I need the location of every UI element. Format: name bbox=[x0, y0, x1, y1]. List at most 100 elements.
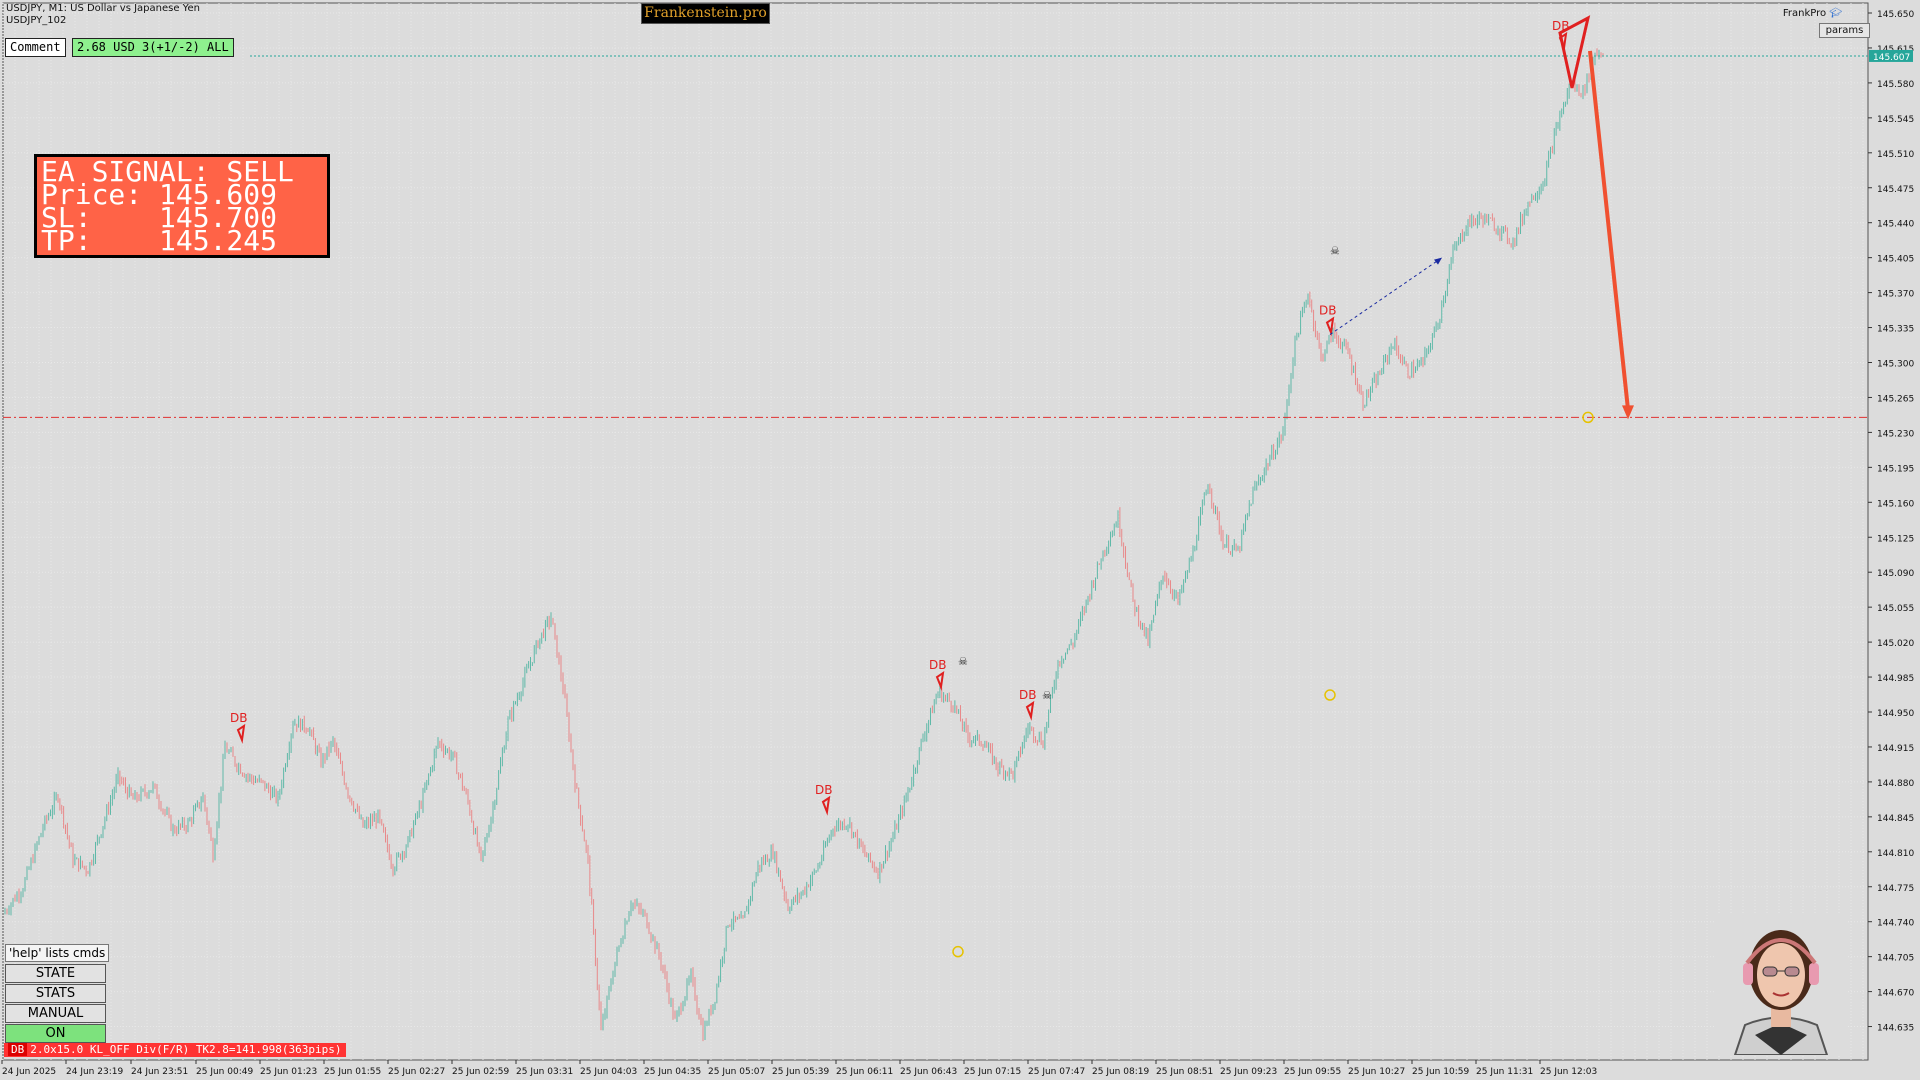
y-tick-label: 145.405 bbox=[1877, 255, 1914, 265]
x-tick-label: 25 Jun 04:03 bbox=[580, 1067, 637, 1077]
x-tick-label: 25 Jun 02:59 bbox=[452, 1067, 509, 1077]
target-circle-marker bbox=[1582, 411, 1594, 424]
graduation-cap-icon[interactable]: 🎓︎ bbox=[1829, 8, 1842, 19]
x-tick-label: 25 Jun 11:31 bbox=[1476, 1067, 1533, 1077]
y-tick-label: 144.775 bbox=[1877, 884, 1914, 894]
state-button[interactable]: STATE bbox=[5, 964, 106, 983]
help-hint: 'help' lists cmds bbox=[5, 944, 110, 962]
x-tick-label: 24 Jun 23:51 bbox=[131, 1067, 188, 1077]
db-pattern-marker bbox=[1325, 316, 1335, 337]
signal-price: Price: 145.609 bbox=[41, 178, 278, 211]
projection-arrowhead bbox=[1434, 257, 1442, 265]
x-tick-label: 25 Jun 01:23 bbox=[260, 1067, 317, 1077]
y-tick-label: 145.265 bbox=[1877, 394, 1914, 404]
y-tick-label: 144.845 bbox=[1877, 814, 1914, 824]
x-tick-label: 25 Jun 05:39 bbox=[772, 1067, 829, 1077]
y-tick-label: 145.335 bbox=[1877, 325, 1914, 335]
y-tick-label: 145.650 bbox=[1877, 10, 1914, 20]
db-pattern-marker bbox=[1025, 700, 1035, 721]
symbol-line: USDJPY, M1: US Dollar vs Japanese Yen bbox=[6, 3, 200, 14]
y-tick-label: 145.020 bbox=[1877, 639, 1914, 649]
target-circle-marker bbox=[1324, 689, 1336, 701]
ea-signal-panel: EA SIGNAL: SELL Price: 145.609 SL: 145.7… bbox=[34, 154, 330, 258]
x-tick-label: 25 Jun 04:35 bbox=[644, 1067, 701, 1077]
target-circle-marker bbox=[952, 945, 964, 958]
y-tick-label: 145.195 bbox=[1877, 464, 1914, 474]
x-tick-label: 25 Jun 09:23 bbox=[1220, 1067, 1277, 1077]
x-tick-label: 25 Jun 07:47 bbox=[1028, 1067, 1085, 1077]
y-tick-label: 144.985 bbox=[1877, 674, 1914, 684]
x-tick-label: 25 Jun 07:15 bbox=[964, 1067, 1021, 1077]
db-pattern-marker bbox=[821, 795, 831, 816]
current-price-tag bbox=[1869, 49, 1913, 62]
x-tick-label: 25 Jun 12:03 bbox=[1540, 1067, 1597, 1077]
x-tick-label: 25 Jun 09:55 bbox=[1284, 1067, 1341, 1077]
x-tick-label: 25 Jun 08:51 bbox=[1156, 1067, 1213, 1077]
db-label: DB bbox=[1319, 304, 1336, 318]
y-tick-label: 145.580 bbox=[1877, 80, 1914, 90]
x-tick-label: 25 Jun 06:11 bbox=[836, 1067, 893, 1077]
y-tick-label: 144.705 bbox=[1877, 954, 1914, 964]
y-tick-label: 144.670 bbox=[1877, 989, 1914, 999]
y-tick-label: 144.880 bbox=[1877, 779, 1914, 789]
y-tick-label: 145.160 bbox=[1877, 499, 1914, 509]
y-tick-label: 144.740 bbox=[1877, 919, 1914, 929]
on-toggle-button[interactable]: ON bbox=[5, 1024, 106, 1043]
signal-line: EA SIGNAL: SELL bbox=[41, 155, 294, 188]
chart-title: USDJPY, M1: US Dollar vs Japanese Yen US… bbox=[6, 3, 200, 27]
frankpro-text: FrankPro bbox=[1782, 8, 1827, 19]
stats-button[interactable]: STATS bbox=[5, 984, 106, 1003]
sell-arrow bbox=[1588, 50, 1630, 410]
signal-sl: SL: 145.700 bbox=[41, 201, 278, 234]
y-tick-label: 145.055 bbox=[1877, 604, 1914, 614]
y-tick-label: 145.300 bbox=[1877, 360, 1914, 370]
x-tick-label: 24 Jun 23:19 bbox=[66, 1067, 123, 1077]
y-tick-label: 145.545 bbox=[1877, 115, 1914, 125]
x-tick-label: 25 Jun 08:19 bbox=[1092, 1067, 1149, 1077]
x-tick-label: 25 Jun 10:27 bbox=[1348, 1067, 1405, 1077]
comment-button[interactable]: Comment bbox=[5, 38, 66, 57]
x-tick-label: 25 Jun 01:55 bbox=[324, 1067, 381, 1077]
y-tick-label: 144.915 bbox=[1877, 744, 1914, 754]
x-tick-label: 25 Jun 00:49 bbox=[196, 1067, 253, 1077]
y-tick-label: 145.475 bbox=[1877, 185, 1914, 195]
db-top-triangle bbox=[1558, 15, 1591, 89]
x-tick-label: 25 Jun 03:31 bbox=[516, 1067, 573, 1077]
status-db-tag: DB bbox=[8, 1043, 28, 1056]
y-tick-label: 145.440 bbox=[1877, 220, 1914, 230]
y-tick-label: 144.635 bbox=[1877, 1024, 1914, 1034]
db-pattern-marker bbox=[236, 723, 246, 744]
skull-icon: ☠ bbox=[1330, 245, 1340, 258]
y-tick-label: 145.090 bbox=[1877, 569, 1914, 579]
x-tick-label: 25 Jun 06:43 bbox=[900, 1067, 957, 1077]
y-tick-label: 144.810 bbox=[1877, 849, 1914, 859]
x-tick-label: 24 Jun 2025 bbox=[2, 1067, 56, 1077]
brand-label[interactable]: Frankenstein.pro bbox=[641, 3, 770, 24]
projection-line bbox=[1329, 257, 1443, 335]
y-tick-label: 145.510 bbox=[1877, 150, 1914, 160]
signal-tp: TP: 145.245 bbox=[41, 224, 278, 257]
skull-icon: ☠ bbox=[958, 655, 968, 668]
comment-value: 2.68 USD 3(+1/-2) ALL bbox=[72, 38, 234, 57]
skull-icon: ☠ bbox=[1042, 689, 1052, 702]
db-label: DB bbox=[929, 658, 946, 672]
y-tick-label: 145.230 bbox=[1877, 429, 1914, 439]
manual-button[interactable]: MANUAL bbox=[5, 1004, 106, 1023]
frankpro-label: FrankPro 🎓︎ bbox=[1783, 8, 1842, 19]
db-label: DB bbox=[1019, 688, 1036, 702]
sell-arrowhead bbox=[1622, 405, 1634, 420]
status-bar: DB 2.0x15.0 KL_OFF Div(F/R) TK2.8=141.998… bbox=[4, 1043, 346, 1057]
status-text: 2.0x15.0 KL_OFF Div(F/R) TK2.8=141.998(3… bbox=[30, 1043, 342, 1056]
db-label: DB bbox=[815, 783, 832, 797]
db-label: DB bbox=[230, 711, 247, 725]
y-tick-label: 145.125 bbox=[1877, 534, 1914, 544]
y-tick-label: 145.370 bbox=[1877, 290, 1914, 300]
avatar bbox=[1715, 915, 1847, 1055]
params-button[interactable]: params bbox=[1819, 23, 1870, 38]
x-tick-label: 25 Jun 02:27 bbox=[388, 1067, 445, 1077]
current-price-label: 145.607 bbox=[1873, 53, 1910, 63]
db-pattern-marker bbox=[935, 670, 945, 691]
profile-line: USDJPY_102 bbox=[6, 15, 67, 26]
x-tick-label: 25 Jun 10:59 bbox=[1412, 1067, 1469, 1077]
x-tick-label: 25 Jun 05:07 bbox=[708, 1067, 765, 1077]
